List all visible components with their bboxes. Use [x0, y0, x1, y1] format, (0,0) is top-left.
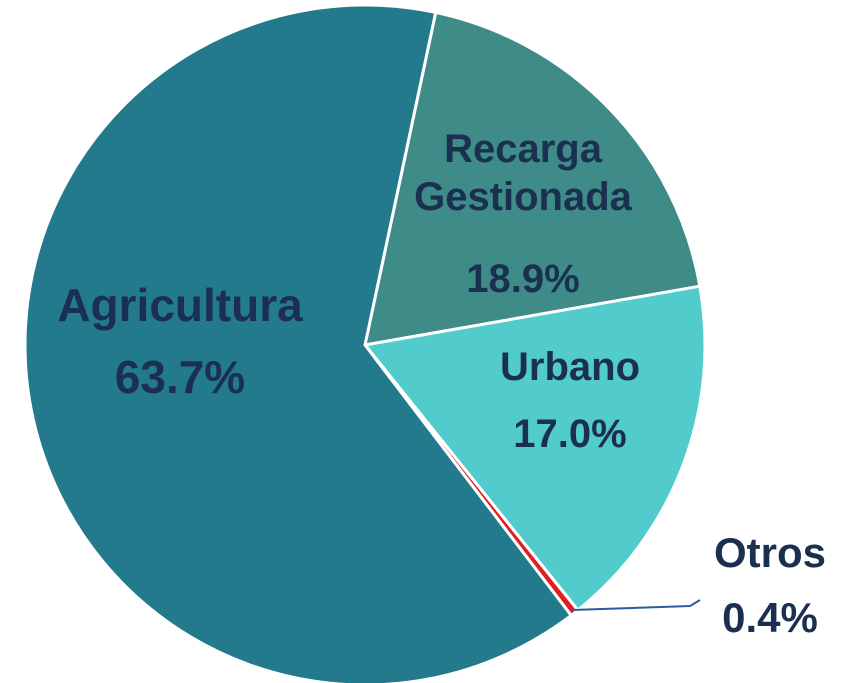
slice-label: Otros: [713, 529, 826, 576]
slice-label: Agricultura: [57, 279, 303, 331]
slice-value: 0.4%: [722, 594, 818, 641]
leader-line: [571, 599, 701, 611]
slice-label: Recarga Gestionada: [414, 127, 632, 219]
slice-value: 18.9%: [466, 257, 580, 301]
slice-value: 17.0%: [513, 412, 627, 456]
pie-slice: [23, 3, 574, 683]
pie-slice: [363, 10, 702, 347]
slice-label: Urbano: [500, 345, 640, 389]
pie-slice: [362, 284, 707, 613]
slice-value: 63.7%: [114, 351, 246, 403]
